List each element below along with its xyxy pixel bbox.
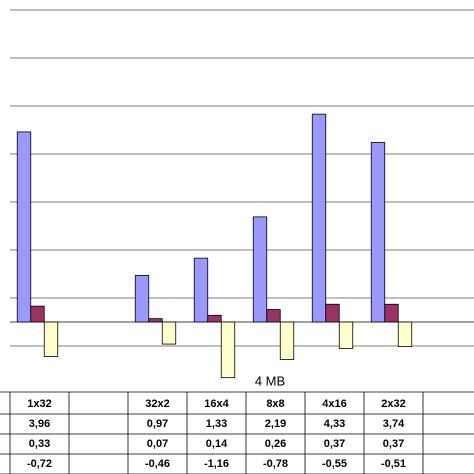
bar: [148, 318, 163, 323]
bar: [193, 257, 209, 323]
table-value: -0,51: [381, 458, 406, 470]
bar: [43, 321, 59, 357]
table-value: 1,33: [206, 418, 227, 430]
table-value: 2,19: [265, 418, 286, 430]
table-value: 0,26: [265, 438, 286, 450]
bar: [16, 131, 32, 323]
x-tick-label: 8x8: [266, 398, 284, 410]
bar: [338, 321, 354, 349]
table-value: -0,46: [145, 458, 170, 470]
x-group-label: 4 MB: [255, 373, 285, 388]
table-value: 0,97: [147, 418, 168, 430]
table-value: 0,37: [324, 438, 345, 450]
x-tick-label: 32x2: [145, 398, 169, 410]
table-value: 3,74: [383, 418, 405, 430]
bar: [220, 321, 236, 379]
table-value: 3,96: [29, 418, 50, 430]
bar: [325, 303, 340, 323]
x-tick-label: 2x32: [381, 398, 405, 410]
table-value: 0,07: [147, 438, 168, 450]
bar: [207, 314, 222, 323]
bar: [397, 321, 413, 347]
x-tick-label: 16x4: [204, 398, 229, 410]
bar: [161, 321, 177, 345]
table-value: -0,55: [322, 458, 347, 470]
bar: [370, 142, 386, 323]
x-tick-label: 1x32: [27, 398, 51, 410]
x-tick-label: 4x16: [322, 398, 346, 410]
table-value: -1,16: [204, 458, 229, 470]
bar: [134, 275, 150, 323]
bar: [279, 321, 295, 360]
table-value: -0,78: [263, 458, 288, 470]
table-value: -0,72: [27, 458, 52, 470]
table-value: 0,33: [29, 438, 50, 450]
table-value: 0,37: [383, 438, 404, 450]
table-value: 0,14: [206, 438, 228, 450]
bar: [384, 303, 399, 323]
bar: [266, 309, 281, 323]
bar: [252, 216, 268, 323]
bar: [30, 305, 45, 323]
table-value: 4,33: [324, 418, 345, 430]
bar: [311, 113, 327, 323]
